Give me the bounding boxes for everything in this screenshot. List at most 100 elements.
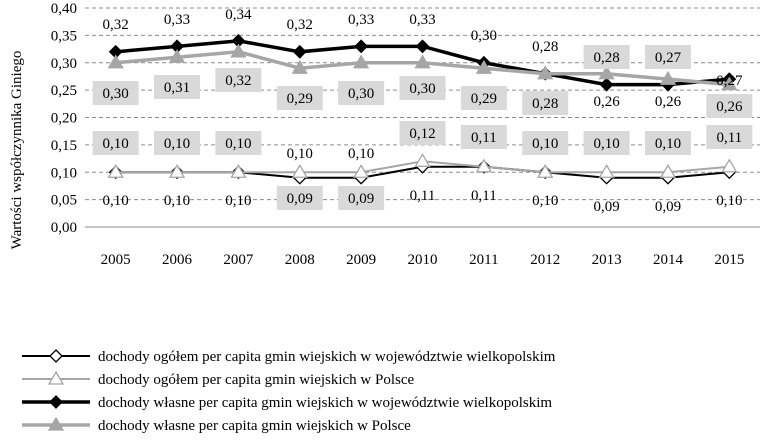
y-tick-label: 0,30	[51, 56, 77, 72]
data-point-4	[598, 65, 615, 80]
data-label: 0,10	[164, 136, 190, 152]
data-point-3	[292, 44, 307, 59]
data-label: 0,10	[348, 146, 374, 162]
data-point-4	[414, 54, 431, 69]
data-label: 0,30	[471, 28, 497, 44]
data-point-3	[415, 39, 430, 54]
legend-label: dochody własne per capita gmin wiejskich…	[98, 395, 552, 411]
data-label: 0,09	[287, 191, 313, 207]
data-label: 0,32	[225, 73, 251, 89]
legend: dochody ogółem per capita gmin wiejskich…	[22, 349, 556, 434]
legend-label: dochody własne per capita gmin wiejskich…	[98, 418, 411, 434]
data-labels: 0,10 0,10 0,10 0,10 0,10 0,11 0,11 0,10 0,09 0,09…	[92, 7, 753, 215]
data-label: 0,33	[164, 12, 190, 28]
y-tick-label: 0,25	[51, 83, 77, 99]
data-label: 0,32	[287, 17, 313, 33]
data-label: 0,10	[164, 193, 190, 209]
data-point-2	[168, 163, 186, 178]
data-point-4	[107, 54, 124, 69]
data-label: 0,09	[593, 199, 619, 215]
data-point-4	[291, 59, 308, 74]
data-label-box	[583, 131, 630, 155]
data-label: 0,11	[471, 188, 497, 204]
data-label-box	[338, 81, 385, 105]
data-label-box	[706, 125, 753, 149]
data-point-3	[354, 39, 369, 54]
x-tick-label: 2006	[162, 252, 193, 268]
data-point-4	[721, 76, 738, 91]
x-tick-label: 2012	[530, 252, 560, 268]
data-label: 0,26	[593, 94, 620, 110]
data-label: 0,11	[471, 130, 497, 146]
data-point-2	[537, 163, 554, 178]
data-point-2	[414, 153, 431, 167]
x-tick-label: 2013	[592, 252, 622, 268]
data-label: 0,26	[716, 99, 743, 115]
data-label: 0,29	[471, 91, 497, 107]
x-tick-label: 2009	[346, 252, 376, 268]
data-label-box	[92, 81, 139, 105]
data-label: 0,11	[716, 130, 742, 146]
data-label-box	[276, 186, 323, 210]
data-label-box	[583, 45, 630, 69]
data-point-4	[168, 48, 186, 63]
series-lines	[107, 33, 738, 185]
data-label: 0,26	[655, 94, 682, 110]
data-label-box	[154, 131, 201, 155]
data-point-4	[537, 65, 554, 80]
data-label: 0,09	[348, 191, 374, 207]
x-tick-label: 2007	[223, 252, 254, 268]
data-label: 0,34	[225, 7, 252, 23]
data-point-2	[291, 163, 308, 178]
data-label-box	[460, 86, 507, 110]
data-label-box	[399, 121, 446, 145]
y-tick-label: 0,40	[51, 1, 77, 17]
data-point-2	[230, 163, 247, 178]
data-point-2	[353, 163, 370, 178]
y-tick-label: 0,35	[51, 28, 77, 44]
data-point-4	[353, 54, 370, 69]
data-label: 0,10	[716, 193, 742, 209]
data-label-box	[706, 94, 753, 118]
data-label: 0,10	[532, 193, 558, 209]
data-point-2	[721, 158, 738, 173]
data-label-box	[460, 125, 507, 149]
legend-marker	[47, 370, 65, 385]
data-label-box	[399, 76, 446, 100]
data-label: 0,10	[225, 136, 251, 152]
y-tick-label: 0,15	[51, 138, 77, 154]
data-label: 0,10	[225, 193, 251, 209]
data-label-box	[644, 131, 691, 155]
legend-marker	[49, 349, 63, 363]
data-label: 0,10	[287, 146, 313, 162]
data-label-box	[276, 86, 323, 110]
data-point-4	[230, 43, 247, 58]
x-tick-label: 2015	[714, 252, 744, 268]
data-label: 0,29	[287, 91, 313, 107]
data-label: 0,28	[532, 96, 558, 112]
data-label-box	[154, 75, 201, 99]
data-label-box	[522, 91, 569, 115]
data-label: 0,28	[593, 50, 619, 66]
data-label: 0,10	[532, 136, 558, 152]
y-axis-ticks: 0,00 0,05 0,10 0,15 0,20 0,25 0,30 0,35 0,40	[51, 1, 77, 236]
data-label: 0,33	[409, 12, 435, 28]
data-label: 0,27	[716, 73, 743, 89]
data-label: 0,09	[655, 199, 681, 215]
x-tick-label: 2005	[101, 252, 131, 268]
y-tick-label: 0,20	[51, 111, 77, 127]
data-label: 0,33	[348, 12, 374, 28]
x-tick-label: 2011	[469, 252, 498, 268]
data-point-4	[475, 59, 492, 74]
legend-label: dochody ogółem per capita gmin wiejskich…	[98, 349, 556, 365]
data-label: 0,30	[103, 86, 129, 102]
legend-label: dochody ogółem per capita gmin wiejskich…	[98, 372, 415, 388]
y-tick-label: 0,05	[51, 193, 77, 209]
data-label-box	[92, 131, 139, 155]
x-axis-ticks: 2005 2006 2007 2008 2009 2010 2011 2012 2013 2014…	[101, 252, 745, 268]
data-label: 0,10	[655, 136, 681, 152]
data-label: 0,30	[348, 86, 374, 102]
x-tick-label: 2010	[408, 252, 438, 268]
data-label-box	[338, 186, 385, 210]
